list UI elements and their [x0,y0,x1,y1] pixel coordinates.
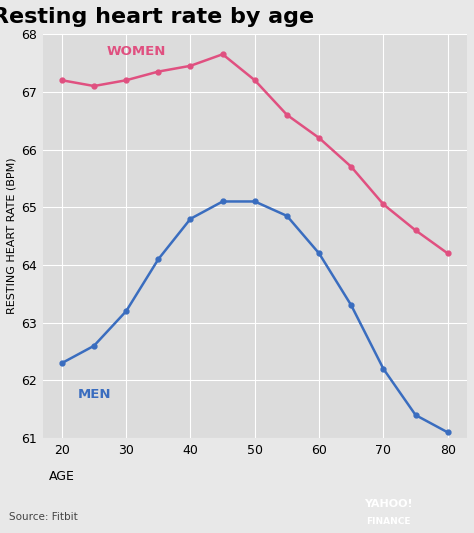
Text: FINANCE: FINANCE [366,517,411,526]
Text: YAHOO!: YAHOO! [365,499,413,510]
Text: AGE: AGE [49,470,75,483]
Text: WOMEN: WOMEN [107,45,166,58]
Text: Resting heart rate by age: Resting heart rate by age [0,7,314,27]
Text: Source: Fitbit: Source: Fitbit [9,512,78,522]
Text: MEN: MEN [78,387,111,401]
Y-axis label: RESTING HEART RATE (BPM): RESTING HEART RATE (BPM) [7,158,17,314]
